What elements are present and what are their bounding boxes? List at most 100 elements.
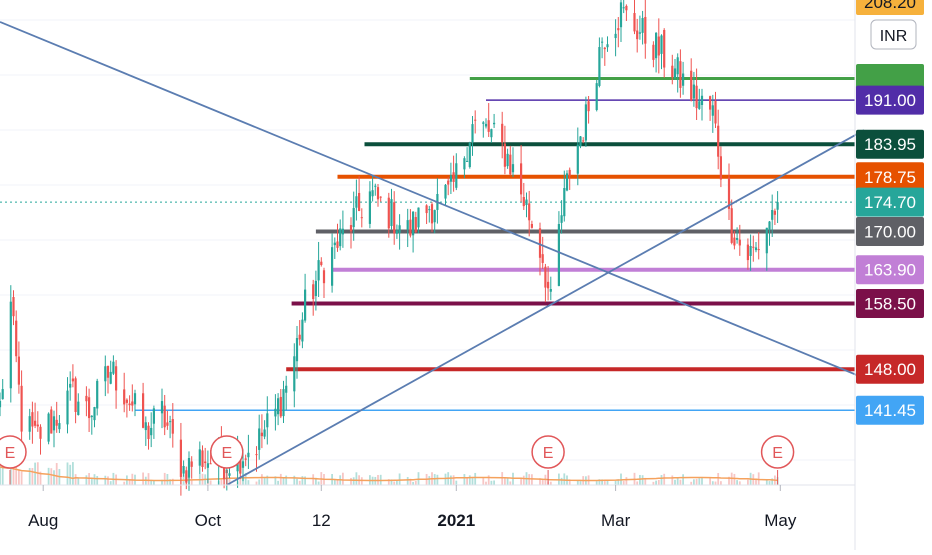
volume-bar	[39, 471, 42, 485]
candle-body	[187, 458, 191, 478]
candle-body	[376, 187, 380, 200]
candle-body	[39, 426, 42, 439]
candle-body	[525, 199, 528, 205]
volume-bar	[350, 477, 352, 485]
candle-body	[31, 412, 34, 427]
candle-body	[179, 439, 182, 477]
level-158-50-label	[856, 289, 924, 319]
candle-body	[447, 180, 450, 185]
x-axis[interactable]: Aug Oct 12 2021 Mar May	[0, 484, 855, 530]
candle-body	[201, 450, 204, 467]
volume-bar	[150, 479, 153, 485]
candle-body	[185, 470, 188, 483]
candle-body	[169, 421, 172, 423]
candle-body	[147, 425, 150, 439]
volume-bar	[450, 475, 452, 485]
candle-body	[773, 210, 776, 215]
candle-body	[393, 202, 396, 234]
candle-body	[449, 175, 452, 182]
volume-bar	[304, 476, 306, 485]
volume-bar	[1, 462, 4, 485]
x-axis-tick-label: Mar	[601, 511, 631, 530]
earnings-marker[interactable]	[531, 435, 565, 469]
candle-body	[144, 422, 147, 431]
candle-body	[776, 202, 779, 210]
volume-bar	[282, 477, 285, 485]
earnings-marker[interactable]	[210, 435, 244, 469]
candle-body	[757, 249, 760, 251]
candle-body	[312, 284, 315, 300]
volume-bar	[190, 480, 193, 485]
candle-body	[765, 227, 768, 254]
candle-body	[568, 169, 571, 176]
volume-bar	[266, 475, 269, 485]
volume-bar	[506, 477, 509, 485]
volume-bar	[9, 465, 12, 485]
candle-body	[28, 416, 31, 432]
candle-body	[390, 199, 393, 227]
candle-body	[295, 338, 299, 362]
earnings-marker[interactable]	[760, 435, 795, 469]
candle-body	[430, 204, 434, 224]
candle-body	[247, 452, 250, 458]
candle-body	[277, 398, 280, 415]
downtrend-line[interactable]	[0, 21, 865, 379]
candle-body	[106, 365, 110, 378]
candle-body	[285, 385, 288, 393]
volume-bar	[412, 481, 414, 485]
candle-body	[55, 419, 58, 426]
volume-bar	[28, 467, 31, 485]
candle-body	[314, 280, 317, 297]
candle-body	[425, 205, 428, 214]
candle-body	[395, 230, 398, 234]
y-axis-labels[interactable]: 208.20 191.00 183.95 178.75 174.70 170.00 163.…	[856, 0, 924, 425]
volume-bar	[296, 478, 298, 485]
earnings-marker[interactable]	[0, 435, 27, 469]
volume-bar	[34, 462, 36, 485]
candle-body	[660, 35, 663, 54]
volume-bar	[603, 481, 606, 485]
candle-body	[293, 356, 296, 392]
candle-body	[671, 65, 674, 78]
volume-bar	[47, 467, 50, 485]
candle-body	[682, 73, 685, 86]
candle-body	[163, 405, 166, 428]
candle-body	[77, 401, 80, 415]
volume-bar	[66, 462, 69, 485]
candle-body	[771, 210, 774, 220]
candle-body	[115, 366, 118, 391]
uptrend-line[interactable]	[226, 129, 865, 486]
candle-body	[652, 44, 655, 60]
volume-bar	[528, 474, 531, 485]
candle-body	[171, 419, 174, 434]
volume-bar	[104, 475, 107, 485]
volume-bar	[757, 472, 760, 485]
volume-bar	[355, 472, 358, 485]
volume-bar	[398, 473, 401, 485]
volume-bar	[93, 474, 96, 485]
candle-body	[368, 191, 371, 224]
currency-badge[interactable]	[870, 19, 917, 50]
candle-body	[528, 203, 531, 221]
volume-bar	[693, 479, 695, 485]
volume-bar	[336, 480, 339, 485]
volume-bar	[428, 476, 431, 485]
candle-body	[228, 473, 231, 476]
candle-body	[320, 261, 323, 265]
candle-body	[333, 242, 336, 246]
candle-body	[601, 41, 604, 43]
candle-body	[663, 29, 666, 68]
candle-body	[409, 219, 412, 236]
candle-body	[719, 156, 722, 180]
volume-bar	[12, 467, 15, 485]
price-levels	[0, 77, 855, 411]
volume-bar	[55, 463, 58, 485]
volume-bar	[622, 480, 625, 485]
candle-body	[560, 215, 563, 223]
volume-bar	[485, 481, 487, 485]
candle-body	[484, 123, 488, 127]
volume-bar	[228, 477, 231, 485]
volume-bar	[317, 481, 320, 485]
